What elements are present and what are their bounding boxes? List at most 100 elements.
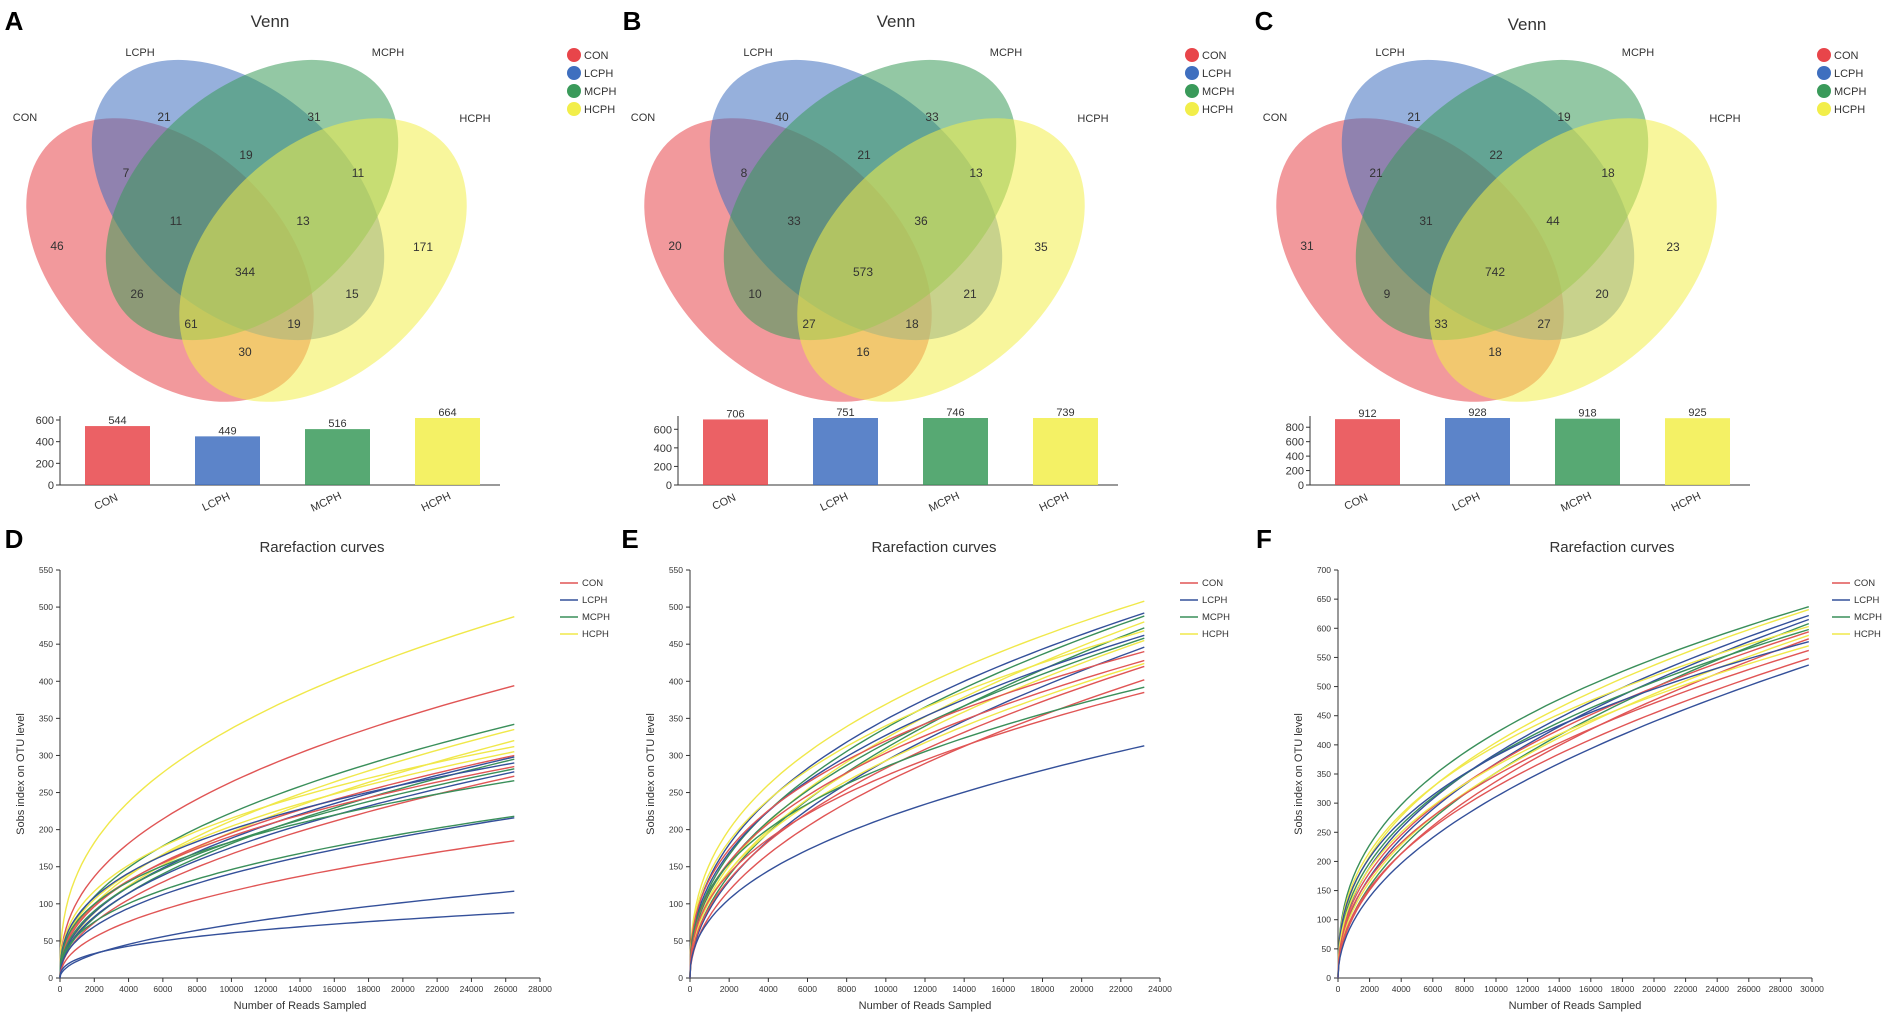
x-tick-label: 30000	[1800, 984, 1824, 994]
y-tick-label: 250	[669, 788, 683, 798]
venn-set-label: MCPH	[372, 47, 404, 59]
curve-con	[59, 765, 515, 979]
venn-count-only_lcph: 21	[1407, 110, 1421, 124]
curve-con	[59, 754, 515, 979]
bar-category-label: HCPH	[420, 490, 453, 514]
y-tick-label: 350	[39, 713, 53, 723]
y-tick-label: 550	[669, 565, 683, 575]
x-tick-label: 6000	[798, 984, 817, 994]
bar-y-tick-label: 0	[666, 480, 672, 492]
y-tick-label: 200	[669, 825, 683, 835]
venn-count-all: 344	[235, 265, 255, 279]
bar-y-tick-label: 800	[1286, 422, 1304, 434]
bar-hcph	[1665, 418, 1730, 485]
curve-con	[59, 775, 515, 979]
venn-count-con_lcph_mcph: 31	[1419, 214, 1433, 228]
x-tick-label: 22000	[1109, 984, 1133, 994]
legend-swatch-lcph	[1817, 66, 1831, 80]
x-tick-label: 18000	[1611, 984, 1635, 994]
venn-count-mcph_hcph: 18	[1601, 166, 1615, 180]
venn-count-lcph_hcph: 21	[963, 287, 977, 301]
y-tick-label: 200	[1317, 856, 1331, 866]
bar-category-label: LCPH	[200, 491, 232, 514]
x-tick-label: 4000	[119, 984, 138, 994]
curve-con	[689, 650, 1145, 979]
panel-letter: E	[621, 524, 638, 554]
curve-hcph	[59, 751, 515, 979]
legend-label: HCPH	[1854, 629, 1881, 640]
x-tick-label: 2000	[85, 984, 104, 994]
curve-con	[1337, 657, 1810, 979]
legend-label: LCPH	[1854, 595, 1879, 606]
bar-value-label: 516	[328, 418, 346, 430]
curve-lcph	[689, 646, 1145, 979]
venn-count-con_lcph_hcph: 10	[748, 287, 762, 301]
legend-label: LCPH	[1202, 68, 1231, 80]
bar-value-label: 544	[108, 415, 126, 427]
bar-y-tick-label: 400	[36, 437, 54, 449]
curve-con	[689, 691, 1145, 979]
venn-count-lcph_mcph: 19	[239, 148, 253, 162]
legend-swatch-hcph	[1817, 102, 1831, 116]
curve-mcph	[1337, 606, 1810, 979]
x-tick-label: 18000	[357, 984, 381, 994]
curve-mcph	[1337, 622, 1810, 979]
bar-category-label: MCPH	[309, 490, 343, 515]
legend-swatch-mcph	[1817, 84, 1831, 98]
bar-value-label: 928	[1468, 407, 1486, 419]
venn-count-con_mcph: 61	[184, 317, 198, 331]
venn-panel-C: C Venn CON LCPH MCPH HCPH 31 21 19 23 21 22 18 31 44 74…	[1255, 6, 1867, 515]
venn-count-con_lcph_mcph: 33	[787, 214, 801, 228]
y-tick-label: 150	[669, 862, 683, 872]
x-axis-label: Number of Reads Sampled	[1509, 1000, 1642, 1012]
curve-hcph	[689, 630, 1145, 979]
venn-count-only_mcph: 31	[307, 110, 321, 124]
venn-count-con_hcph: 30	[238, 345, 252, 359]
x-axis-label: Number of Reads Sampled	[234, 1000, 367, 1012]
venn-count-con_hcph: 18	[1488, 345, 1502, 359]
y-tick-label: 400	[669, 676, 683, 686]
y-axis-label: Sobs index on OTU level	[645, 713, 657, 835]
x-tick-label: 10000	[220, 984, 244, 994]
venn-count-mcph_hcph: 11	[352, 166, 365, 180]
bar-con	[1335, 419, 1400, 485]
venn-count-lcph_mcph_hcph: 44	[1546, 214, 1560, 228]
curve-lcph	[689, 634, 1145, 979]
venn-count-only_hcph: 23	[1666, 240, 1680, 254]
x-tick-label: 14000	[1547, 984, 1571, 994]
venn-set-hcph	[1429, 118, 1717, 402]
x-tick-label: 26000	[1737, 984, 1761, 994]
bar-y-tick-label: 0	[48, 480, 54, 492]
curve-mcph	[689, 615, 1145, 979]
curve-mcph	[689, 637, 1145, 979]
venn-count-con_mcph: 33	[1434, 317, 1448, 331]
legend-label: MCPH	[584, 86, 616, 98]
panel-letter: B	[623, 6, 642, 36]
bar-y-tick-label: 0	[1298, 480, 1304, 492]
x-tick-label: 28000	[528, 984, 552, 994]
venn-set-hcph	[179, 118, 467, 402]
x-tick-label: 12000	[1516, 984, 1540, 994]
y-tick-label: 500	[1317, 682, 1331, 692]
venn-count-con_lcph_mcph: 11	[170, 214, 183, 228]
curve-hcph	[689, 600, 1145, 979]
venn-count-all: 573	[853, 265, 873, 279]
bar-category-label: LCPH	[1450, 491, 1482, 514]
curve-lcph	[59, 771, 515, 979]
x-tick-label: 22000	[425, 984, 449, 994]
y-tick-label: 300	[39, 750, 53, 760]
x-axis-label: Number of Reads Sampled	[859, 1000, 992, 1012]
bar-lcph	[813, 418, 878, 485]
x-tick-label: 2000	[1360, 984, 1379, 994]
y-tick-label: 0	[1326, 973, 1331, 983]
venn-set-label: LCPH	[125, 47, 154, 59]
x-tick-label: 20000	[391, 984, 415, 994]
x-tick-label: 6000	[153, 984, 172, 994]
y-tick-label: 0	[48, 973, 53, 983]
legend-swatch-con	[567, 48, 581, 62]
bar-y-tick-label: 200	[654, 461, 672, 473]
bar-category-label: CON	[711, 492, 738, 513]
curve-con	[689, 665, 1145, 979]
bar-y-tick-label: 400	[654, 443, 672, 455]
